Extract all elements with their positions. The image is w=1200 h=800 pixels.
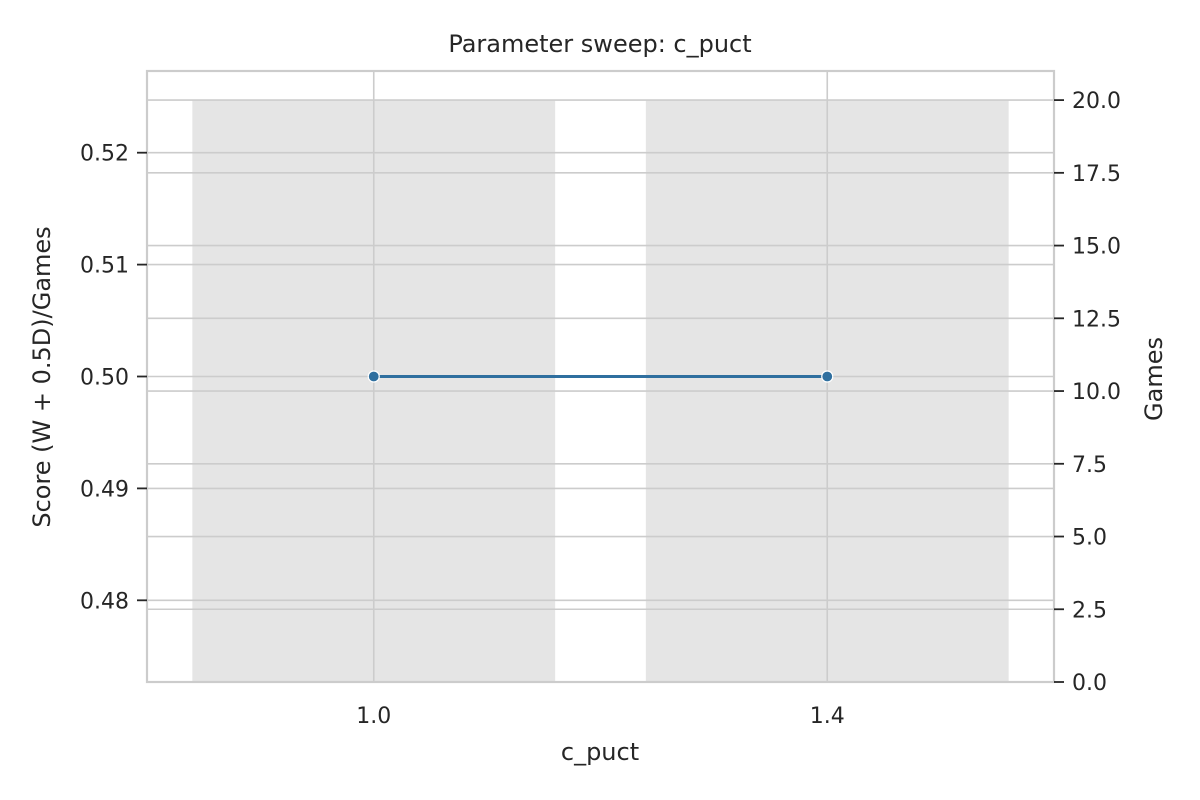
y-right-tick-label: 2.5 <box>1072 598 1107 623</box>
y-right-tick-label: 0.0 <box>1072 671 1107 696</box>
x-tick-label: 1.4 <box>810 704 845 729</box>
y-right-tick-label: 5.0 <box>1072 526 1107 551</box>
y-left-tick-label: 0.51 <box>80 254 129 279</box>
score-point-1.4 <box>821 370 834 383</box>
y-right-tick-label: 10.0 <box>1072 380 1121 405</box>
line-layer <box>367 370 834 383</box>
y-left-tick-label: 0.50 <box>80 366 129 391</box>
y-axis-left-title: Score (W + 0.5D)/Games <box>28 226 56 527</box>
y-right-tick-label: 15.0 <box>1072 235 1121 260</box>
y-left-tick-label: 0.49 <box>80 477 129 502</box>
y-right-tick-label: 17.5 <box>1072 162 1121 187</box>
x-axis-title: c_puct <box>561 738 639 766</box>
y-right-tick-label: 12.5 <box>1072 307 1121 332</box>
x-tick-label: 1.0 <box>356 704 391 729</box>
y-axis-right-title: Games <box>1140 337 1168 421</box>
ticks-layer: 1.0 1.4 0.48 0.49 0.50 0.51 0.52 0.0 2.5 5.0 7.5 10… <box>80 89 1121 729</box>
chart-title: Parameter sweep: c_puct <box>448 30 751 58</box>
y-right-tick-label: 20.0 <box>1072 89 1121 114</box>
score-point-1 <box>367 370 380 383</box>
y-left-tick-label: 0.48 <box>80 589 129 614</box>
y-right-tick-label: 7.5 <box>1072 453 1107 478</box>
y-left-tick-label: 0.52 <box>80 142 129 167</box>
